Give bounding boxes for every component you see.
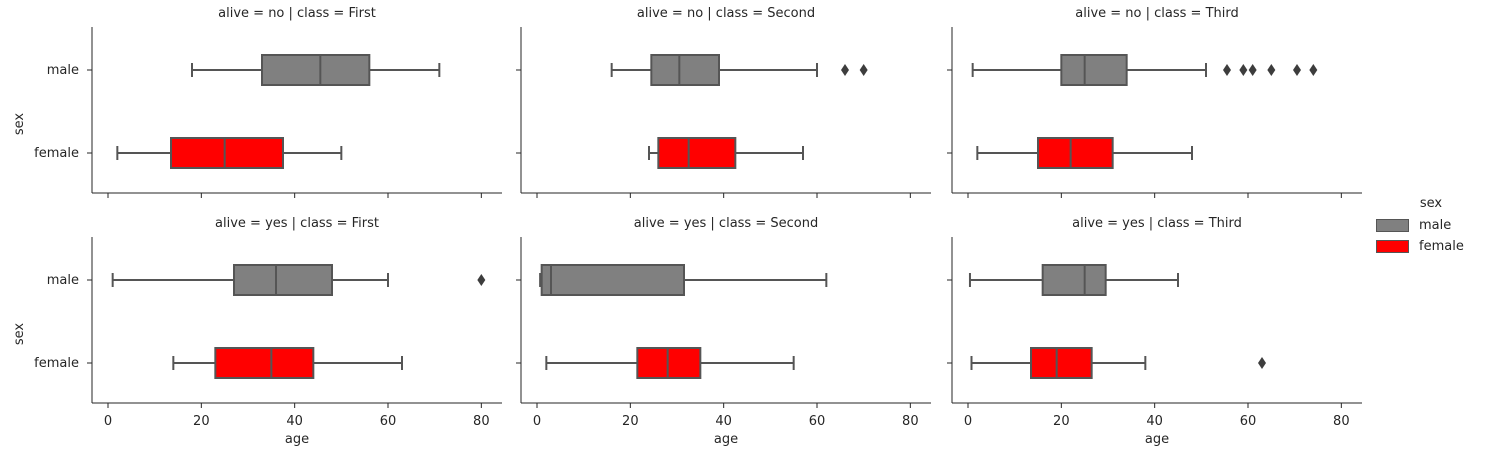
iqr-box: [540, 264, 686, 296]
x-tick-label: 80: [902, 414, 919, 429]
iqr-box: [170, 137, 284, 169]
outlier-point: [1267, 64, 1276, 76]
outlier-point: [841, 64, 849, 76]
y-tick-label: male: [47, 63, 79, 78]
x-tick-label: 20: [193, 414, 210, 429]
iqr-box: [650, 54, 720, 86]
x-tick-label: 20: [622, 414, 639, 429]
box-female: [116, 137, 343, 169]
x-axis-label: age: [285, 432, 309, 447]
box-male: [610, 54, 868, 86]
legend-item-female: female: [1376, 236, 1486, 257]
x-tick-label: 80: [1333, 414, 1350, 429]
legend-swatch-male: [1376, 219, 1409, 232]
outlier-point: [1248, 64, 1257, 76]
outlier-point: [1293, 64, 1301, 76]
legend: sex male female: [1376, 196, 1486, 257]
outlier-point: [859, 64, 868, 76]
box-male: [539, 264, 828, 296]
outlier-point: [1239, 64, 1248, 76]
x-tick-label: 60: [809, 414, 826, 429]
panel-title: alive = yes | class = First: [215, 216, 379, 231]
box-female: [970, 347, 1266, 379]
iqr-box: [1037, 137, 1114, 169]
legend-title: sex: [1419, 196, 1443, 211]
y-axis-label: sex: [12, 113, 27, 136]
y-axis-label: sex: [12, 323, 27, 346]
panel-3: alive = no | class = Third: [947, 6, 1362, 198]
panel-6: alive = yes | class = Third 0 20 40 60 80 age: [947, 216, 1362, 447]
x-tick-label: 80: [473, 414, 490, 429]
outlier-point: [1309, 64, 1318, 76]
panel-5: alive = yes | class = Second 0 20 40 60 80 age: [516, 216, 931, 447]
box-female: [976, 137, 1193, 169]
iqr-box: [636, 347, 702, 379]
outlier-point: [1258, 357, 1266, 369]
box-male: [111, 264, 486, 296]
panel-title: alive = yes | class = Third: [1072, 216, 1242, 231]
box-male: [971, 54, 1318, 86]
box-female: [172, 347, 403, 379]
y-tick-label: female: [34, 356, 79, 371]
box-male: [968, 264, 1179, 296]
panel-4: alive = yes | class = First male female 0 20…: [12, 216, 502, 447]
iqr-box: [261, 54, 371, 86]
panel-2: alive = no | class = Second: [516, 6, 931, 198]
x-tick-label: 60: [380, 414, 397, 429]
box-female: [648, 137, 804, 169]
panel-title: alive = no | class = Third: [1075, 6, 1238, 21]
iqr-box: [657, 137, 737, 169]
box-female: [545, 347, 795, 379]
iqr-box: [233, 264, 333, 296]
outlier-point: [477, 274, 486, 286]
outlier-point: [1223, 64, 1231, 76]
panel-title: alive = no | class = First: [218, 6, 376, 21]
x-tick-label: 40: [1146, 414, 1163, 429]
legend-label-female: female: [1419, 239, 1464, 254]
box-male: [191, 54, 441, 86]
legend-label-male: male: [1419, 218, 1452, 233]
x-tick-label: 40: [286, 414, 303, 429]
x-axis-label: age: [714, 432, 738, 447]
panel-1: alive = no | class = First male female sex: [12, 6, 502, 198]
x-axis-label: age: [1145, 432, 1169, 447]
legend-swatch-female: [1376, 240, 1409, 253]
iqr-box: [214, 347, 315, 379]
iqr-box: [1060, 54, 1128, 86]
x-tick-label: 40: [715, 414, 732, 429]
iqr-box: [1030, 347, 1093, 379]
y-tick-label: female: [34, 146, 79, 161]
x-tick-label: 0: [533, 414, 541, 429]
x-tick-label: 0: [964, 414, 972, 429]
x-tick-label: 60: [1240, 414, 1257, 429]
panel-title: alive = no | class = Second: [637, 6, 815, 21]
legend-item-male: male: [1376, 215, 1486, 236]
x-tick-label: 20: [1053, 414, 1070, 429]
iqr-box: [1041, 264, 1107, 296]
y-tick-label: male: [47, 273, 79, 288]
panel-title: alive = yes | class = Second: [634, 216, 818, 231]
x-tick-label: 0: [104, 414, 112, 429]
